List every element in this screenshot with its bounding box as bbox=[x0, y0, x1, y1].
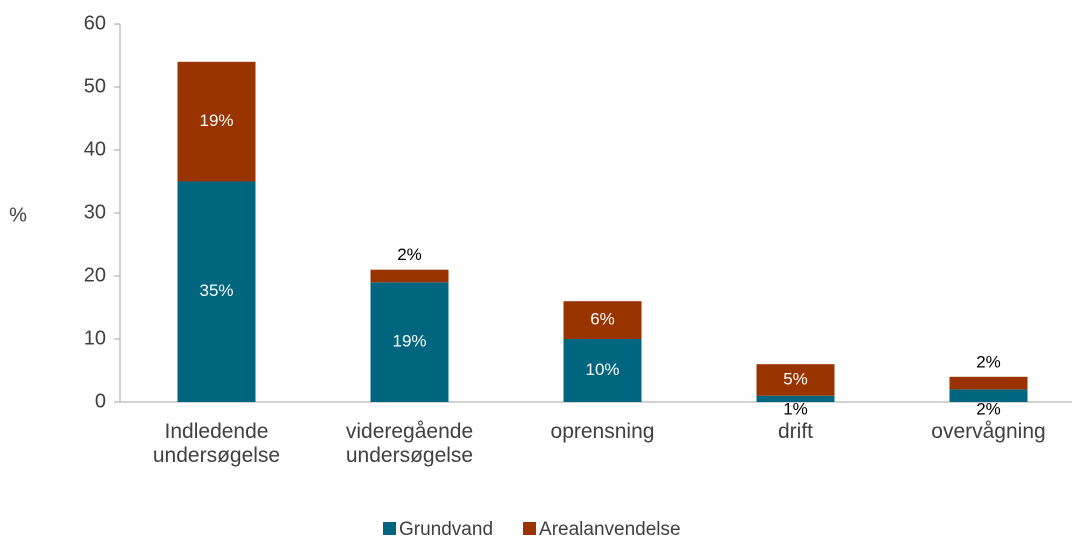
bar-segment bbox=[177, 181, 256, 402]
x-tick-label: videregående undersøgelse bbox=[345, 420, 474, 467]
y-tick-label: 60 bbox=[84, 12, 106, 34]
y-tick-label: 0 bbox=[95, 390, 106, 412]
data-label: 2% bbox=[397, 245, 422, 264]
bar-segment bbox=[563, 301, 642, 339]
bar-segment bbox=[370, 282, 449, 402]
data-label: 19% bbox=[199, 111, 233, 130]
x-tick-label: Indledende undersøgelse bbox=[152, 420, 281, 467]
data-label: 5% bbox=[783, 369, 808, 388]
legend-swatch bbox=[523, 522, 537, 535]
x-tick-label: oprensning bbox=[550, 420, 655, 443]
bar-segment bbox=[756, 395, 835, 402]
data-label: 35% bbox=[199, 281, 233, 300]
bar-segment bbox=[756, 364, 835, 396]
data-label: 10% bbox=[585, 360, 619, 379]
data-label: 2% bbox=[976, 399, 1001, 418]
y-tick-label: 50 bbox=[84, 75, 106, 97]
bar-segment bbox=[177, 61, 256, 182]
bar-segment bbox=[563, 339, 642, 402]
data-label: 1% bbox=[783, 399, 808, 418]
y-tick-label: 20 bbox=[84, 264, 106, 286]
y-axis-label: % bbox=[9, 204, 27, 226]
data-label: 6% bbox=[590, 310, 615, 329]
bar-segment bbox=[370, 269, 449, 283]
y-tick-label: 30 bbox=[84, 201, 106, 223]
y-tick-label: 10 bbox=[84, 327, 106, 349]
legend-label: Grundvand bbox=[399, 519, 493, 540]
x-tick-label: drift bbox=[777, 420, 813, 443]
x-tick-label: overvågning bbox=[931, 420, 1046, 443]
y-tick-label: 40 bbox=[84, 138, 106, 160]
data-label: 19% bbox=[392, 332, 426, 351]
legend-swatch bbox=[383, 522, 396, 535]
bar-segment bbox=[949, 389, 1028, 402]
legend-label: Arealanvendelse bbox=[539, 519, 681, 540]
bar-segment bbox=[949, 376, 1028, 390]
data-label: 2% bbox=[976, 352, 1001, 371]
